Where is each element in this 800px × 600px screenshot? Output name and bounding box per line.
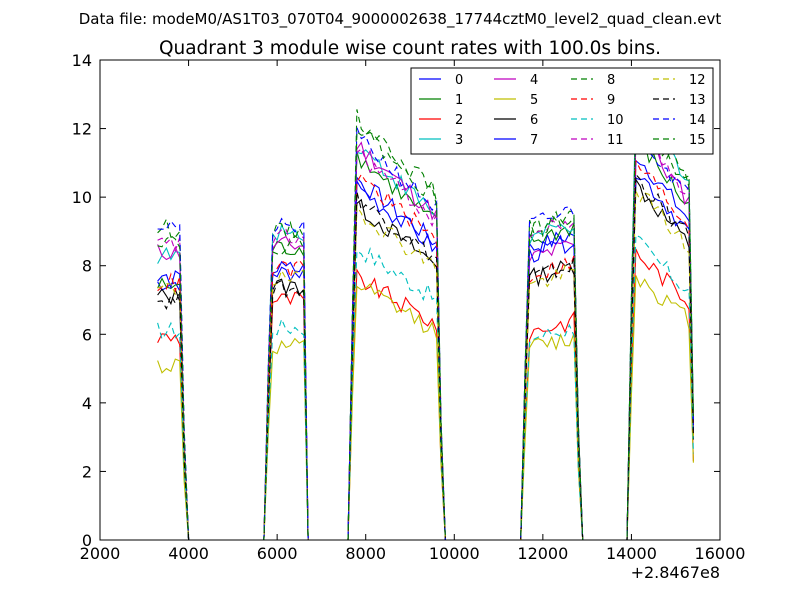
chart-title: Quadrant 3 module wise count rates with … [159, 38, 661, 59]
legend-label: 1 [455, 93, 463, 108]
plot-frame [99, 59, 721, 541]
x-tick-label: 16000 [695, 544, 746, 563]
x-tick-label: 8000 [345, 544, 386, 563]
y-tick-label: 14 [72, 51, 92, 70]
legend-label: 10 [607, 113, 624, 128]
legend-label: 14 [689, 113, 706, 128]
y-tick-label: 2 [82, 462, 92, 481]
legend-label: 6 [530, 113, 538, 128]
x-axis: 2000 4000 6000 8000 10000 12000 14000 16000 [80, 60, 746, 563]
y-tick-label: 10 [72, 188, 92, 207]
y-tick-label: 12 [72, 120, 92, 139]
legend-label: 13 [689, 93, 706, 108]
x-tick-label: 4000 [168, 544, 209, 563]
x-tick-label: 10000 [429, 544, 480, 563]
x-tick-label: 12000 [517, 544, 568, 563]
y-tick-label: 4 [82, 394, 92, 413]
y-tick-label: 6 [82, 325, 92, 344]
x-tick-label: 2000 [80, 544, 121, 563]
x-tick-label: 6000 [257, 544, 298, 563]
legend-label: 12 [689, 73, 706, 88]
legend-label: 9 [607, 93, 615, 108]
x-tick-label: 14000 [606, 544, 657, 563]
y-tick-label: 0 [82, 531, 92, 550]
legend-label: 5 [530, 93, 538, 108]
x-axis-offset-label: +2.8467e8 [631, 563, 720, 582]
legend-label: 7 [530, 133, 538, 148]
legend-label: 11 [607, 133, 624, 148]
legend-label: 15 [689, 133, 706, 148]
chart-suptitle: Data file: modeM0/AS1T03_070T04_90000026… [79, 10, 722, 29]
legend-label: 0 [455, 73, 463, 88]
legend-label: 3 [455, 133, 463, 148]
legend-label: 4 [530, 73, 538, 88]
legend-label: 2 [455, 113, 463, 128]
legend-label: 8 [607, 73, 615, 88]
y-tick-label: 8 [82, 257, 92, 276]
legend-box [410, 67, 714, 155]
